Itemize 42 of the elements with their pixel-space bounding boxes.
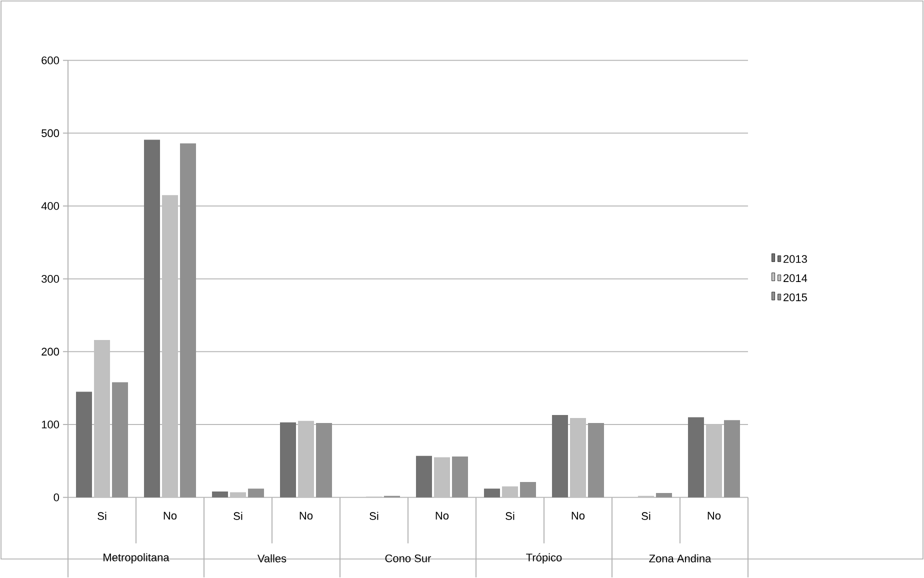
x-tick-label: Si (506, 512, 514, 520)
x-tick-label: No (436, 512, 449, 520)
y-tick-label: 300 (42, 275, 60, 283)
bar (520, 482, 536, 498)
text: Cono Sur (385, 554, 432, 562)
y-tick-label: 200 (42, 348, 60, 356)
bar (112, 382, 128, 498)
y-tick-label: 600 (42, 56, 60, 64)
bar (416, 456, 432, 498)
x-tick-label: No (708, 512, 721, 520)
x-tick-label: No (572, 512, 585, 520)
bar (180, 143, 196, 498)
bar (452, 456, 468, 498)
bar (484, 488, 500, 498)
legend-label: 2014 (784, 274, 808, 282)
bar (212, 492, 228, 498)
text: Valles (257, 554, 286, 562)
bar (656, 493, 672, 498)
y-tick-label: 0 (54, 494, 60, 502)
bar (724, 420, 740, 498)
text: Zona Andina (649, 554, 712, 562)
x-tick-label: Si (234, 512, 242, 520)
x-tick-label: No (164, 512, 177, 520)
bar (280, 422, 296, 498)
y-tick-label: 500 (42, 129, 60, 138)
x-tick-label: No (300, 512, 313, 520)
y-tick-label: 100 (42, 420, 60, 428)
bar (588, 423, 604, 498)
legend-label: 2013 (784, 255, 807, 263)
bar (144, 140, 160, 498)
legend-label: 2015 (784, 294, 807, 302)
bar (316, 423, 332, 498)
text: Metropolitana (104, 553, 170, 564)
bar (688, 417, 704, 498)
x-tick-label: Si (642, 512, 650, 520)
x-tick-label: Si (370, 512, 378, 520)
bar (76, 392, 92, 498)
x-tick-label: Si (98, 512, 106, 520)
y-tick-label: 400 (41, 202, 60, 210)
bar (248, 488, 264, 498)
bar (552, 415, 568, 498)
text: Trópico (526, 553, 562, 564)
